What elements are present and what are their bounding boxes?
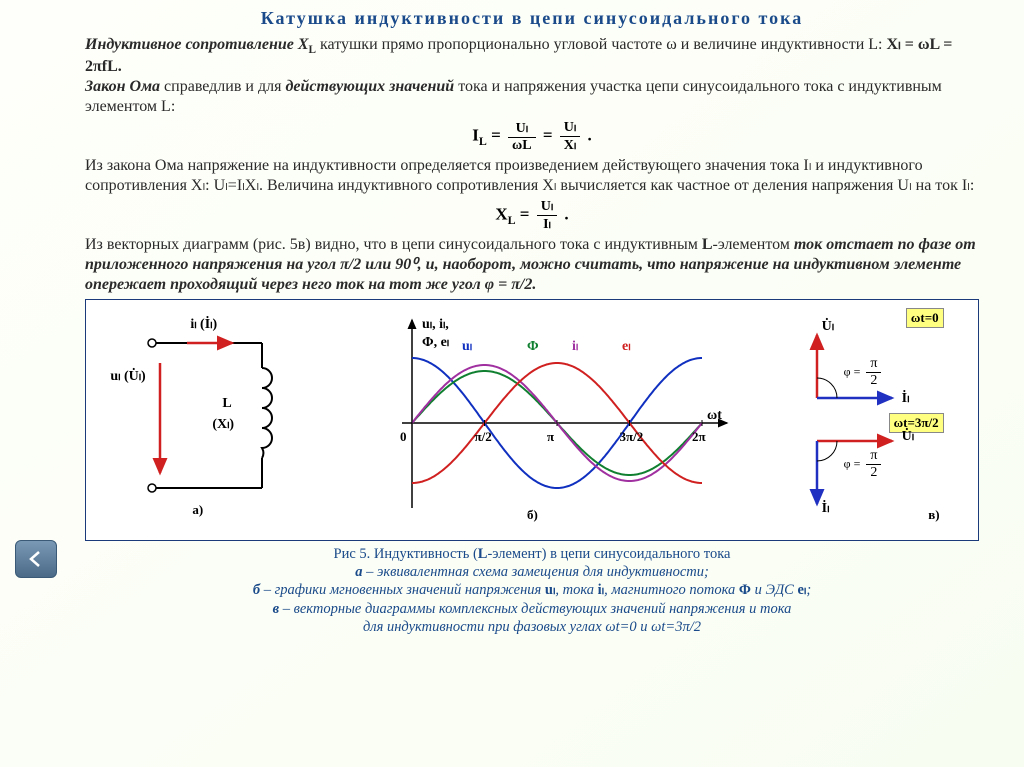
figure-caption: Рис 5. Индуктивность (L-элемент) в цепи … [85,545,979,636]
svg-text:2π: 2π [692,429,706,444]
svg-text:Φ: Φ [527,339,539,354]
svg-text:π/2: π/2 [474,429,491,444]
svg-text:π: π [547,429,554,444]
svg-text:3π/2: 3π/2 [619,429,643,444]
waves-svg: uₗ Φiₗ eₗ 0 π/2 π 3π/2 2π [347,308,737,523]
circuit-svg [112,308,302,518]
panel-b-waves: uₗΦiₗeₗ0π/2π3π/22π uₗ, iₗ, Φ, eₗ ωt б) [347,308,737,523]
svg-text:uₗ: uₗ [462,339,472,354]
paragraph-3: Из векторных диаграмм (рис. 5в) видно, ч… [85,235,979,295]
figure-5: iₗ (İₗ) uₗ (U̇ₗ) L (Xₗ) а) uₗ Φiₗ eₗ 0 π/2 π 3… [85,299,979,541]
formula-IL: IL = UₗωL = UₗXₗ . [85,119,979,154]
svg-text:eₗ: eₗ [622,339,631,354]
page-title: Катушка индуктивности в цепи синусоидаль… [85,8,979,29]
paragraph-1: Индуктивное сопротивление XL катушки пря… [85,35,979,117]
paragraph-2: Из закона Ома напряжение на индуктивност… [85,156,979,196]
svg-text:0: 0 [400,429,407,444]
svg-text:iₗ: iₗ [572,339,578,354]
panel-c-vectors: ωt=0 U̇ₗ İₗ φ = π2 ωt=3π/2 U̇ₗ İₗ [782,308,952,523]
slide-content: Катушка индуктивности в цепи синусоидаль… [0,0,1024,644]
formula-XL: XL = UₗIₗ . [85,198,979,233]
panel-a-circuit: iₗ (İₗ) uₗ (U̇ₗ) L (Xₗ) а) [112,308,302,518]
